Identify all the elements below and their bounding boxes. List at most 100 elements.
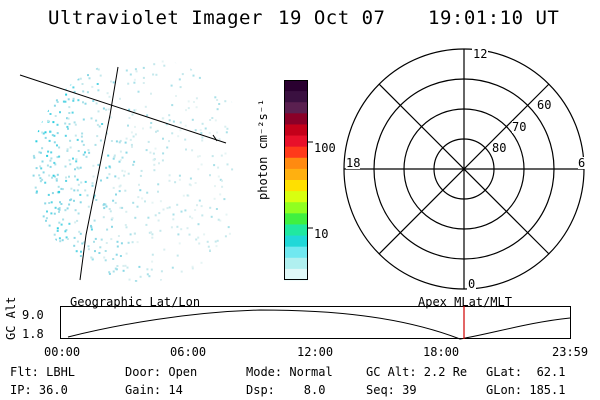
uv-pixel: [68, 203, 71, 206]
uv-pixel: [56, 156, 59, 159]
uv-pixel: [73, 244, 76, 247]
uv-pixel: [53, 233, 56, 236]
uv-pixel: [222, 278, 225, 280]
uv-pixel: [55, 99, 58, 102]
uv-pixel: [80, 181, 83, 184]
uv-pixel: [88, 77, 91, 80]
uv-pixel: [93, 240, 95, 243]
uv-pixel: [99, 74, 102, 77]
uv-pixel: [151, 253, 154, 256]
uv-pixel: [178, 178, 181, 181]
uv-pixel: [116, 240, 119, 243]
uv-pixel: [99, 139, 102, 142]
time-label: 19:01:10 UT: [428, 7, 560, 29]
uv-pixel: [129, 138, 132, 141]
uv-pixel: [152, 159, 155, 162]
uv-pixel: [52, 59, 54, 62]
uv-pixel: [218, 269, 221, 272]
uv-pixel: [73, 121, 76, 124]
uv-pixel: [179, 129, 182, 132]
uv-pixel: [85, 275, 88, 278]
uv-pixel: [50, 274, 53, 277]
uv-pixel: [57, 257, 60, 260]
uv-pixel: [112, 270, 115, 273]
uv-pixel: [35, 98, 38, 101]
uv-pixel: [231, 100, 234, 103]
uv-pixel: [72, 97, 75, 100]
uv-pixel: [73, 189, 76, 192]
uv-pixel: [227, 77, 230, 80]
uv-pixel: [41, 258, 44, 261]
uv-pixel: [166, 207, 169, 210]
uv-pixel: [48, 202, 51, 204]
uv-pixel: [182, 194, 185, 197]
uv-pixel: [122, 264, 125, 267]
uv-pixel: [43, 252, 46, 255]
uv-pixel: [201, 136, 204, 139]
uv-pixel: [105, 108, 108, 111]
uv-pixel: [77, 78, 80, 81]
uv-pixel: [148, 231, 151, 234]
uv-pixel: [66, 64, 69, 67]
uv-pixel: [42, 230, 45, 233]
uv-pixel: [49, 165, 52, 168]
uv-pixel: [128, 117, 131, 119]
uv-pixel: [171, 132, 174, 135]
timeline-y-axis-label: GC Alt: [4, 296, 18, 340]
uv-pixel: [78, 230, 81, 233]
uv-pixel: [38, 123, 41, 126]
uv-pixel: [112, 157, 115, 160]
uv-pixel: [49, 130, 52, 133]
uv-pixel: [101, 123, 104, 125]
uv-pixel: [129, 233, 132, 236]
uv-pixel: [124, 189, 127, 192]
uv-pixel: [59, 240, 62, 243]
uv-pixel: [216, 73, 219, 76]
uv-pixel: [168, 174, 171, 177]
uv-pixel: [153, 169, 156, 172]
uv-pixel: [59, 201, 61, 204]
colorbar-stripe: [284, 102, 308, 114]
uv-pixel: [105, 166, 108, 169]
uv-pixel: [130, 131, 133, 134]
uv-pixel: [198, 272, 200, 275]
mode-value: Mode: Normal: [246, 365, 333, 379]
uv-pixel: [75, 250, 78, 253]
uv-pixel: [77, 183, 80, 186]
uv-pixel: [65, 93, 68, 96]
uv-pixel: [105, 242, 108, 244]
uv-pixel: [50, 82, 53, 85]
uv-pixel: [65, 176, 67, 179]
uv-pixel: [69, 83, 72, 86]
uv-pixel: [142, 127, 144, 130]
uv-pixel: [38, 272, 41, 274]
uv-pixel: [50, 157, 53, 160]
uv-pixel: [224, 259, 227, 262]
uv-pixel: [153, 63, 156, 66]
uv-pixel: [76, 240, 79, 243]
uv-pixel: [35, 190, 38, 193]
uv-pixel: [177, 135, 180, 138]
uv-pixel: [100, 238, 103, 241]
uv-pixel: [38, 174, 41, 177]
polar-hour-0: 0: [467, 277, 477, 291]
uv-pixel: [91, 182, 94, 185]
uv-pixel: [186, 227, 189, 230]
uv-pixel: [140, 169, 143, 172]
altitude-curve: [67, 309, 571, 340]
uv-pixel: [217, 175, 220, 178]
uv-pixel: [139, 275, 142, 278]
uv-pixel: [70, 273, 73, 276]
uv-pixel: [95, 199, 98, 201]
uv-pixel: [48, 139, 51, 142]
uv-pixel: [151, 260, 154, 263]
uv-pixel: [110, 140, 113, 142]
uv-pixel: [42, 171, 45, 174]
colorbar-stripe: [284, 91, 308, 103]
uv-pixel: [118, 141, 121, 144]
uv-pixel: [119, 184, 122, 187]
uv-pixel: [88, 268, 90, 271]
uv-pixel: [74, 168, 76, 171]
uv-pixel: [49, 159, 52, 162]
uv-pixel: [162, 137, 164, 140]
